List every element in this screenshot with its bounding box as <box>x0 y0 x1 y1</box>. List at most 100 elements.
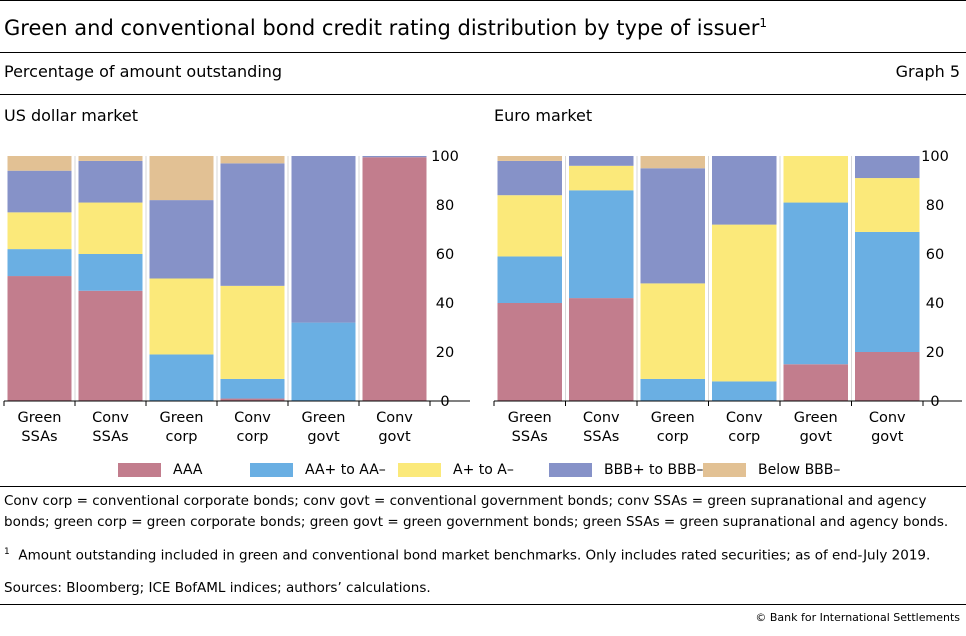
bar-segment-0-4-3 <box>291 156 356 323</box>
bar-segment-1-4-2 <box>783 156 848 203</box>
x-tick-label: SSAs <box>92 429 128 445</box>
title-footnote-mark: 1 <box>759 16 768 30</box>
y-tick-label: 0 <box>930 394 939 410</box>
x-tick-label: govt <box>871 429 904 445</box>
subtitle-rule <box>0 94 966 95</box>
y-tick-label: 80 <box>926 198 944 214</box>
bar-segment-1-1-3 <box>569 156 634 166</box>
x-tick-label: Conv <box>376 410 413 426</box>
legend-item: BBB+ to BBB– <box>549 458 703 482</box>
bar-segment-1-2-1 <box>640 378 705 401</box>
bar-segment-0-3-1 <box>220 378 285 399</box>
legend-swatch <box>703 463 746 477</box>
x-tick-label: corp <box>657 429 689 445</box>
x-tick-label: Green <box>794 410 838 426</box>
x-tick-label: SSAs <box>512 429 548 445</box>
chart-subtitle: Percentage of amount outstanding <box>4 62 283 81</box>
bar-segment-0-0-2 <box>7 212 72 250</box>
bar-segment-1-2-4 <box>640 156 705 169</box>
y-tick-label: 40 <box>436 296 454 312</box>
y-tick-label: 0 <box>440 394 449 410</box>
x-tick-label: Green <box>302 410 346 426</box>
bar-segment-0-2-3 <box>149 200 214 279</box>
x-tick-label: Conv <box>726 410 763 426</box>
bar-segment-1-5-0 <box>855 352 920 401</box>
bar-segment-1-1-1 <box>569 190 634 299</box>
bar-segment-0-1-0 <box>78 290 143 401</box>
legend-label: A+ to A– <box>453 462 514 478</box>
bar-segment-1-3-2 <box>712 224 777 382</box>
x-tick-label: govt <box>307 429 340 445</box>
footnote-note-mark: 1 <box>4 547 10 557</box>
y-tick-label: 100 <box>921 149 949 165</box>
legend-swatch <box>398 463 441 477</box>
legend-swatch <box>118 463 161 477</box>
bar-segment-0-4-1 <box>291 322 356 401</box>
footer-rule <box>0 604 966 605</box>
bar-segment-0-3-4 <box>220 156 285 164</box>
panel-title-usd: US dollar market <box>4 106 139 125</box>
x-tick-label: corp <box>236 429 268 445</box>
legend-label: BBB+ to BBB– <box>604 462 704 478</box>
bar-segment-0-3-3 <box>220 163 285 286</box>
chart-area: Green SSAs Conv SSAs Green corp Conv corp Green g… <box>3 149 962 445</box>
bar-segment-1-3-3 <box>712 156 777 225</box>
x-tick-label: Green <box>18 410 62 426</box>
y-tick-label: 80 <box>436 198 454 214</box>
legend-item: Below BBB– <box>703 458 840 482</box>
bar-segment-0-1-4 <box>78 156 143 161</box>
bar-segment-0-0-0 <box>7 276 72 401</box>
bar-segment-0-2-2 <box>149 278 214 355</box>
bar-segment-0-2-4 <box>149 156 214 201</box>
x-tick-label: Green <box>508 410 552 426</box>
x-tick-label: Green <box>651 410 695 426</box>
bar-segment-1-5-3 <box>855 156 920 179</box>
bar-segment-1-1-2 <box>569 165 634 191</box>
bar-segment-1-3-1 <box>712 381 777 401</box>
y-tick-label: 20 <box>926 345 944 361</box>
bar-segment-1-5-1 <box>855 231 920 352</box>
title-rule <box>0 52 966 53</box>
top-rule <box>0 0 966 1</box>
x-tick-label: SSAs <box>21 429 57 445</box>
footnote-sources: Sources: Bloomberg; ICE BofAML indices; … <box>4 580 431 596</box>
legend-item: AAA <box>118 458 203 482</box>
bar-segment-1-0-1 <box>497 256 562 303</box>
bar-segment-0-0-1 <box>7 249 72 277</box>
legend: AAA AA+ to AA– A+ to A– BBB+ to BBB– Below B… <box>0 458 966 482</box>
chart-title: Green and conventional bond credit ratin… <box>4 16 768 40</box>
bar-segment-1-4-0 <box>783 364 848 401</box>
legend-item: AA+ to AA– <box>250 458 386 482</box>
graph-number: Graph 5 <box>895 62 960 81</box>
bar-segment-0-3-2 <box>220 285 285 379</box>
legend-item: A+ to A– <box>398 458 514 482</box>
bar-segment-1-5-2 <box>855 178 920 232</box>
bar-segment-1-1-0 <box>569 298 634 401</box>
bar-segment-1-0-3 <box>497 160 562 196</box>
y-tick-label: 100 <box>431 149 459 165</box>
x-tick-label: corp <box>165 429 197 445</box>
bar-segment-0-1-2 <box>78 202 143 254</box>
bar-segment-1-0-2 <box>497 195 562 257</box>
x-tick-label: Conv <box>92 410 129 426</box>
bar-segment-1-0-0 <box>497 303 562 401</box>
bar-segment-0-1-1 <box>78 254 143 291</box>
footnote-note: 1 Amount outstanding included in green a… <box>4 542 964 567</box>
footnote-note-text: Amount outstanding included in green and… <box>18 547 931 564</box>
bar-segment-0-2-1 <box>149 354 214 401</box>
legend-label: Below BBB– <box>758 462 841 478</box>
bar-segment-0-3-0 <box>220 398 285 401</box>
legend-swatch <box>549 463 592 477</box>
y-tick-label: 40 <box>926 296 944 312</box>
footnote-abbreviations: Conv corp = conventional corporate bonds… <box>4 493 949 530</box>
x-tick-label: Conv <box>869 410 906 426</box>
x-tick-label: Conv <box>234 410 271 426</box>
legend-label: AAA <box>173 462 203 478</box>
x-tick-label: corp <box>728 429 760 445</box>
y-tick-label: 60 <box>926 247 944 263</box>
legend-rule <box>0 486 966 487</box>
bar-segment-0-1-3 <box>78 160 143 203</box>
bar-segment-0-0-3 <box>7 170 72 213</box>
x-tick-label: Conv <box>583 410 620 426</box>
bar-segment-1-2-2 <box>640 283 705 379</box>
